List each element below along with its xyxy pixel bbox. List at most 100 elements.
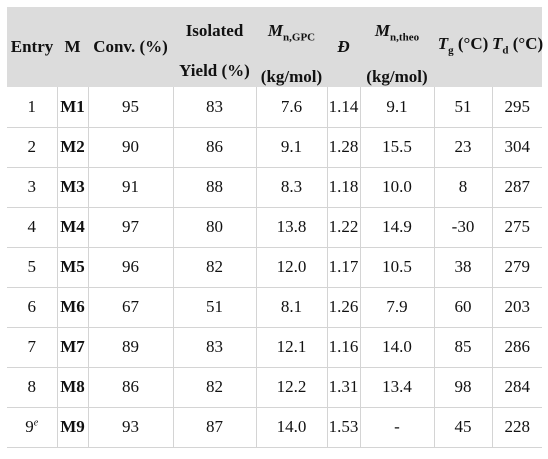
cell-entry: 9e [7,407,58,448]
entry-number: 5 [27,257,37,277]
cell-yield: 51 [173,287,257,328]
td-unit: (°C) [508,34,544,53]
cell-tg: 45 [434,407,493,448]
cell-tg: 23 [434,127,493,168]
entry-number: 4 [27,217,37,237]
cell-mn-gpc: 12.1 [256,327,328,368]
header-dispersity-label: Đ [337,37,350,57]
polymer-data-table: Entry M Conv. (%) Isolated Yield (%) Mn,… [7,7,544,448]
cell-mn-gpc: 9.1 [256,127,328,168]
td-letter: T [492,34,503,53]
entry-number: 6 [27,297,37,317]
cell-yield: 86 [173,127,257,168]
cell-d: 1.26 [327,287,361,328]
table-row: 7 M7 89 83 12.1 1.16 14.0 85 286 [7,327,542,368]
header-mn-gpc-unit: (kg/mol) [260,67,323,87]
cell-td: 284 [492,367,542,408]
cell-mn-gpc: 14.0 [256,407,328,448]
header-mn-gpc: Mn,GPC (kg/mol) [256,7,327,87]
cell-entry: 8 [7,367,58,408]
cell-td: 203 [492,287,542,328]
cell-mn-theo: - [360,407,435,448]
cell-tg: -30 [434,207,493,248]
cell-tg: 60 [434,287,493,328]
cell-entry: 4 [7,207,58,248]
entry-number: 7 [27,337,37,357]
cell-d: 1.22 [327,207,361,248]
cell-entry: 6 [7,287,58,328]
cell-td: 279 [492,247,542,288]
tg-letter: T [437,34,449,53]
table-row: 4 M4 97 80 13.8 1.22 14.9 -30 275 [7,207,542,248]
cell-d: 1.53 [327,407,361,448]
td-subscript: d [502,44,509,57]
cell-mn-theo: 14.9 [360,207,435,248]
header-monomer-label: M [64,37,81,57]
cell-yield: 82 [173,247,257,288]
cell-conv: 97 [88,207,174,248]
table-header: Entry M Conv. (%) Isolated Yield (%) Mn,… [7,7,544,88]
header-td: Td (°C) [492,7,544,87]
cell-d: 1.31 [327,367,361,408]
header-tg: Tg (°C) [434,7,492,87]
header-entry: Entry [7,7,57,87]
cell-mn-theo: 10.0 [360,167,435,208]
cell-mn-gpc: 8.3 [256,167,328,208]
cell-tg: 51 [434,87,493,128]
cell-mn-gpc: 7.6 [256,87,328,128]
table-row: 5 M5 96 82 12.0 1.17 10.5 38 279 [7,247,542,288]
cell-m: M2 [57,127,89,168]
cell-m: M6 [57,287,89,328]
header-yield-label: Yield (%) [179,61,250,80]
entry-number: 2 [27,137,37,157]
cell-m: M3 [57,167,89,208]
cell-td: 304 [492,127,542,168]
cell-conv: 91 [88,167,174,208]
mn-theo-subscript: n,theo [390,31,420,44]
header-dispersity: Đ [327,7,360,87]
mn-theo-letter: M [374,21,391,40]
mn-gpc-letter: M [267,21,284,40]
cell-m: M1 [57,87,89,128]
cell-m: M8 [57,367,89,408]
tg-unit: (°C) [453,34,489,53]
cell-mn-theo: 13.4 [360,367,435,408]
table-row: 9e M9 93 87 14.0 1.53-45 228 [7,407,542,448]
header-monomer: M [57,7,88,87]
cell-tg: 8 [434,167,493,208]
cell-td: 295 [492,87,542,128]
cell-yield: 83 [173,327,257,368]
tg-subscript: g [448,44,454,57]
header-isolated-yield: Isolated Yield (%) [173,7,256,87]
entry-number: 9 [25,417,34,437]
cell-mn-theo: 10.5 [360,247,435,288]
cell-conv: 93 [88,407,174,448]
cell-conv: 89 [88,327,174,368]
header-mn-theo-symbol: Mn,theo [360,21,434,47]
cell-entry: 7 [7,327,58,368]
entry-number: 1 [27,97,37,117]
cell-d: 1.14 [327,87,361,128]
cell-mn-theo: 9.1 [360,87,435,128]
polymer-data-table-container: Entry M Conv. (%) Isolated Yield (%) Mn,… [7,7,544,448]
table-row: 8 M8 86 82 12.2 1.31 13.4 98 284 [7,367,542,408]
cell-yield: 88 [173,167,257,208]
cell-mn-gpc: 12.0 [256,247,328,288]
header-conversion: Conv. (%) [88,7,173,87]
cell-mn-theo: 7.9 [360,287,435,328]
cell-tg: 98 [434,367,493,408]
cell-conv: 90 [88,127,174,168]
cell-mn-gpc: 13.8 [256,207,328,248]
cell-td: 228 [492,407,542,448]
cell-yield: 87 [173,407,257,448]
cell-yield: 82 [173,367,257,408]
cell-m: M4 [57,207,89,248]
table-row: 3 M3 91 88 8.3 1.18 10.0 8 287 [7,167,542,208]
cell-tg: 38 [434,247,493,288]
table-row: 1 M1 95 83 7.6 1.14 9.1 51 295 [7,87,542,128]
cell-conv: 96 [88,247,174,288]
cell-mn-theo: 15.5 [360,127,435,168]
cell-tg: 85 [434,327,493,368]
header-entry-label: Entry [10,37,54,57]
header-row: Entry M Conv. (%) Isolated Yield (%) Mn,… [7,7,544,88]
